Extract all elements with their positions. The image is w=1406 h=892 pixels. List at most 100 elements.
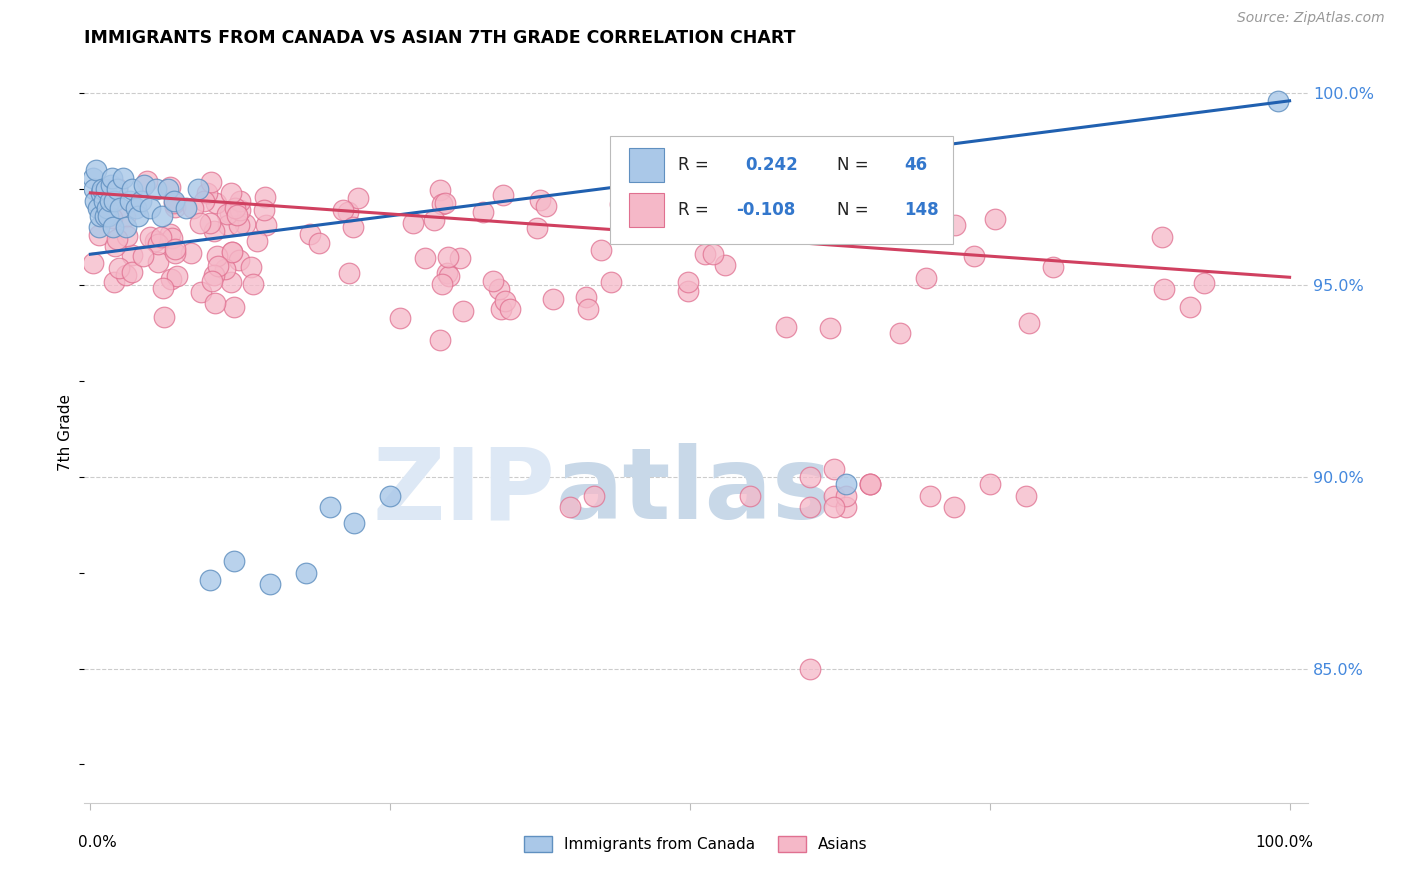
Point (758, 212, 780, 227)
Point (86, 201, 108, 215)
Point (430, 277, 453, 291)
Point (337, 205, 360, 219)
Point (429, 333, 451, 347)
Point (188, 216, 211, 230)
Point (176, 201, 198, 215)
Point (347, 191, 370, 205)
Point (229, 194, 252, 209)
Point (337, 266, 360, 280)
Point (121, 265, 143, 279)
Point (104, 239, 127, 253)
Point (93, 209, 117, 223)
Point (799, 170, 821, 185)
Point (100, 178, 122, 193)
Point (859, 477, 882, 491)
Point (799, 469, 821, 483)
Point (437, 250, 460, 264)
Point (224, 201, 246, 215)
Point (202, 224, 225, 238)
Point (93, 194, 115, 208)
Point (200, 574, 222, 588)
Point (114, 211, 136, 225)
Point (430, 196, 453, 211)
Point (714, 258, 737, 272)
Point (799, 661, 821, 675)
Point (319, 500, 342, 515)
Text: IMMIGRANTS FROM CANADA VS ASIAN 7TH GRADE CORRELATION CHART: IMMIGRANTS FROM CANADA VS ASIAN 7TH GRAD… (84, 29, 796, 47)
Point (889, 326, 911, 340)
Point (132, 249, 155, 263)
Point (1194, 276, 1216, 290)
Point (181, 201, 204, 215)
Point (224, 300, 246, 314)
Point (82, 256, 104, 270)
Point (193, 194, 215, 208)
Point (139, 201, 162, 215)
Point (90, 186, 112, 200)
Point (818, 320, 841, 334)
Point (105, 231, 128, 245)
Point (187, 182, 209, 196)
Point (342, 219, 364, 234)
Point (205, 195, 228, 210)
Point (115, 268, 138, 283)
Point (111, 170, 134, 185)
Point (218, 206, 240, 220)
Point (228, 218, 250, 232)
Point (253, 190, 276, 204)
Point (693, 247, 716, 261)
Point (634, 190, 657, 204)
Point (96, 201, 118, 215)
Point (153, 310, 176, 325)
Point (221, 245, 243, 260)
Point (145, 182, 167, 196)
Point (87, 220, 110, 235)
Point (1042, 260, 1064, 274)
Point (558, 500, 581, 515)
Point (94, 182, 117, 196)
Point (1178, 301, 1201, 315)
Point (101, 170, 124, 185)
Point (702, 246, 724, 260)
Point (1150, 229, 1173, 244)
Point (105, 182, 128, 196)
Point (217, 218, 239, 232)
Point (146, 237, 169, 252)
FancyBboxPatch shape (628, 148, 664, 182)
Point (246, 234, 269, 248)
Text: N =: N = (837, 156, 869, 175)
Point (160, 231, 183, 245)
Point (979, 477, 1001, 491)
Point (205, 249, 228, 263)
Point (492, 188, 515, 202)
Point (943, 218, 966, 232)
Point (676, 284, 699, 298)
Point (1018, 316, 1040, 330)
Point (1267, 94, 1289, 108)
Y-axis label: 7th Grade: 7th Grade (58, 394, 73, 471)
Point (388, 311, 411, 326)
Point (98, 194, 121, 208)
Point (233, 217, 256, 231)
Point (835, 489, 858, 503)
Point (583, 489, 606, 503)
Point (204, 295, 226, 310)
Point (101, 211, 124, 225)
Point (165, 245, 187, 260)
Point (118, 194, 141, 208)
Point (105, 181, 128, 195)
Point (494, 294, 516, 309)
Point (488, 282, 510, 296)
Text: 148: 148 (904, 201, 939, 219)
Point (436, 267, 458, 281)
Point (221, 245, 243, 260)
Point (242, 277, 264, 292)
Point (543, 292, 565, 306)
Point (195, 186, 218, 201)
Point (110, 201, 132, 215)
Point (159, 227, 181, 242)
Point (799, 500, 821, 515)
Point (91, 207, 114, 221)
Point (108, 260, 131, 275)
Point (163, 200, 186, 214)
